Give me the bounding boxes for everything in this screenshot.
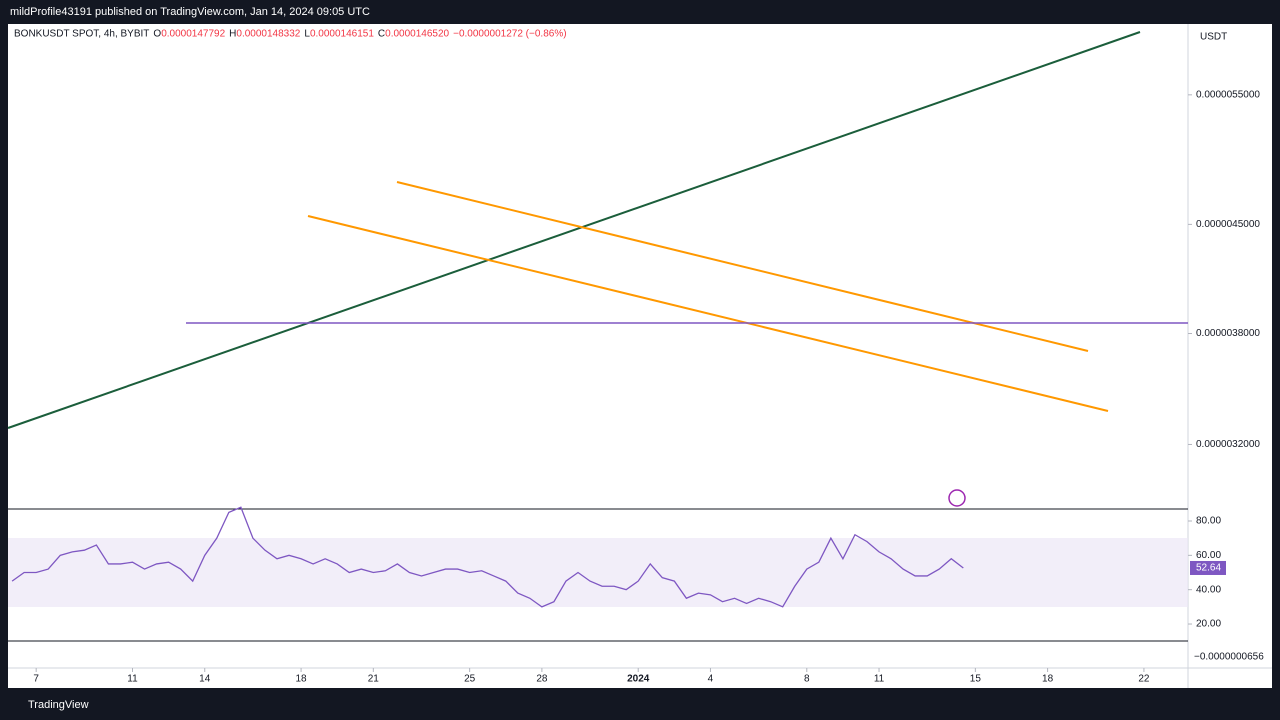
x-tick-label: 11 bbox=[874, 674, 885, 685]
currency-label: USDT bbox=[1200, 32, 1227, 43]
legend-text: O bbox=[153, 29, 161, 40]
x-tick-label: 28 bbox=[536, 674, 548, 685]
legend-text: 0.0000146151 bbox=[310, 29, 374, 40]
legend-text: 0.0000147792 bbox=[161, 29, 225, 40]
x-tick-label: 25 bbox=[464, 674, 476, 685]
x-tick-label: 14 bbox=[199, 674, 211, 685]
legend-text: C bbox=[378, 29, 385, 40]
y-tick-label: 0.0000032000 bbox=[1196, 439, 1260, 450]
x-tick-label: 11 bbox=[127, 674, 138, 685]
rsi-tag bbox=[1190, 560, 1226, 575]
legend-text: L bbox=[304, 29, 310, 40]
rsi-tag-label: 52.64 bbox=[1196, 563, 1221, 574]
trend-line bbox=[7, 31, 1141, 429]
rsi-tick-label: 20.00 bbox=[1196, 619, 1221, 630]
rsi-tick-label: 60.00 bbox=[1196, 550, 1221, 561]
rsi-tick-label: 80.00 bbox=[1196, 516, 1221, 527]
x-tick-label: 8 bbox=[804, 674, 810, 685]
rsi-band bbox=[8, 538, 1188, 607]
channel-line bbox=[307, 215, 1109, 412]
y-tick-label: 0.0000045000 bbox=[1196, 219, 1260, 230]
x-tick-label: 18 bbox=[296, 674, 308, 685]
x-tick-label: 7 bbox=[33, 674, 39, 685]
rsi-line bbox=[11, 506, 964, 608]
header-text: mildProfile43191 published on TradingVie… bbox=[10, 6, 370, 18]
legend-text: H bbox=[229, 29, 236, 40]
rsi-tick-label: 40.00 bbox=[1196, 584, 1221, 595]
x-tick-label: 15 bbox=[970, 674, 982, 685]
x-tick-label: 4 bbox=[708, 674, 714, 685]
macd-label: −0.0000000656 bbox=[1194, 652, 1264, 663]
legend-text: 0.0000148332 bbox=[236, 29, 300, 40]
legend-text: BONKUSDT SPOT, 4h, BYBIT bbox=[14, 29, 149, 40]
x-tick-label: 18 bbox=[1042, 674, 1054, 685]
event-icon[interactable] bbox=[948, 489, 966, 507]
brand: TradingView bbox=[28, 699, 89, 711]
legend-text: −0.0000001272 (−0.86%) bbox=[453, 29, 566, 40]
y-tick-label: 0.0000038000 bbox=[1196, 328, 1260, 339]
y-tick-label: 0.0000055000 bbox=[1196, 89, 1260, 100]
legend-text: 0.0000146520 bbox=[385, 29, 449, 40]
x-tick-label: 2024 bbox=[627, 674, 650, 685]
x-tick-label: 22 bbox=[1138, 674, 1150, 685]
x-tick-label: 21 bbox=[368, 674, 380, 685]
